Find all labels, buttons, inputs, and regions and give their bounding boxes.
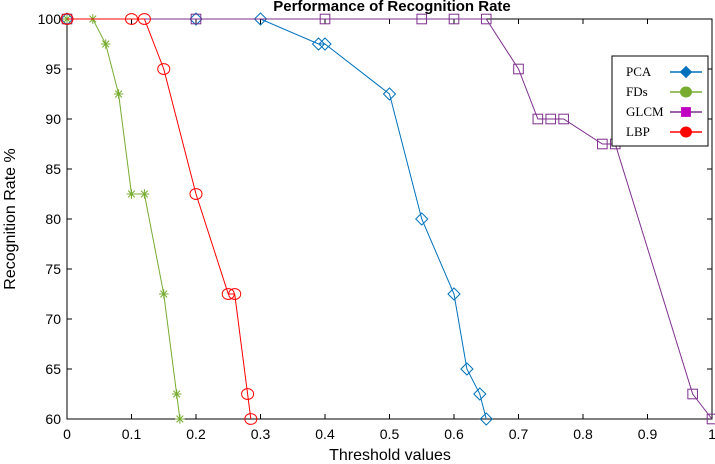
- data-point-fds: [126, 189, 137, 199]
- y-tick-label: 65: [45, 361, 61, 377]
- data-point-lbp: [125, 13, 138, 25]
- data-point-pca: [447, 287, 461, 301]
- y-axis: 60 65 70 75 80 85 90 95 100: [38, 11, 712, 427]
- data-point-glcm: [190, 13, 202, 25]
- data-point-glcm: [416, 13, 428, 25]
- legend-label: FDs: [626, 84, 648, 99]
- legend-box: [611, 55, 709, 147]
- x-tick-label: 0.5: [380, 426, 400, 442]
- y-axis-label: Recognition Rate %: [2, 148, 19, 289]
- data-point-fds: [175, 414, 185, 424]
- y-tick-label: 85: [45, 161, 61, 177]
- data-point-pca: [415, 212, 429, 226]
- y-tick-label: 95: [45, 61, 61, 77]
- data-point-pca: [318, 37, 332, 51]
- plot-area: [66, 18, 713, 420]
- data-point-glcm: [532, 113, 544, 125]
- chart-title: Performance of Recognition Rate: [273, 0, 511, 15]
- x-tick-label: 0.6: [444, 426, 464, 442]
- data-point-glcm: [319, 13, 331, 25]
- y-tick-label: 100: [38, 11, 62, 27]
- data-point-glcm: [545, 113, 557, 125]
- data-point-fds: [100, 39, 111, 49]
- x-tick-label: 0.8: [573, 426, 593, 442]
- data-point-lbp: [241, 388, 255, 400]
- y-tick-label: 80: [45, 211, 61, 227]
- data-point-lbp: [228, 288, 242, 300]
- legend-label: PCA: [626, 64, 652, 79]
- data-point-fds: [171, 389, 182, 399]
- data-point-glcm: [480, 13, 492, 25]
- data-point-fds: [113, 89, 124, 99]
- x-axis: 0 0.1 0.2 0.3 0.4 0.5 0.6 0.7 0.8 0.9 1: [63, 19, 715, 442]
- x-tick-label: 0.7: [509, 426, 529, 442]
- series-line-lbp: [67, 18, 252, 420]
- y-tick-label: 90: [45, 111, 61, 127]
- legend-label: GLCM: [626, 104, 664, 119]
- series-lbp: [60, 13, 258, 425]
- x-tick-label: 0.3: [251, 426, 271, 442]
- y-tick-label: 70: [45, 311, 61, 327]
- data-point-pca: [189, 12, 203, 26]
- data-point-pca: [311, 37, 326, 51]
- data-point-pca: [473, 387, 487, 401]
- data-point-lbp: [60, 13, 74, 25]
- data-point-lbp: [137, 13, 151, 25]
- data-point-glcm: [687, 388, 698, 400]
- legend-marker: [679, 65, 693, 79]
- x-tick-label: 0.2: [186, 426, 206, 442]
- data-point-glcm: [513, 63, 524, 75]
- legend-marker: [680, 126, 692, 138]
- x-tick-label: 0.1: [122, 426, 142, 442]
- legend-marker: [681, 107, 691, 117]
- data-point-fds: [158, 289, 169, 299]
- data-point-lbp: [244, 413, 258, 425]
- data-point-pca: [253, 12, 268, 26]
- data-point-pca: [382, 87, 397, 101]
- x-tick-label: 0.9: [638, 426, 658, 442]
- data-point-glcm: [706, 413, 715, 425]
- x-axis-label: Threshold values: [329, 447, 451, 464]
- series-fds: [62, 14, 185, 424]
- data-point-lbp: [157, 63, 171, 75]
- data-point-lbp: [221, 288, 235, 300]
- data-point-pca: [460, 362, 474, 376]
- x-tick-label: 0.4: [315, 426, 335, 442]
- data-point-glcm: [448, 13, 460, 25]
- y-tick-label: 75: [45, 261, 61, 277]
- legend: PCA FDs GLCM LBP: [611, 55, 709, 147]
- x-tick-label: 1: [708, 426, 715, 442]
- data-point-lbp: [189, 188, 203, 200]
- data-point-glcm: [558, 113, 569, 125]
- data-point-fds: [139, 189, 150, 199]
- data-point-pca: [60, 12, 74, 26]
- y-tick-label: 60: [45, 411, 61, 427]
- x-tick-label: 0: [63, 426, 71, 442]
- legend-label: LBP: [626, 124, 650, 139]
- legend-marker: [680, 86, 692, 98]
- data-point-pca: [479, 412, 493, 426]
- data-point-glcm: [597, 138, 608, 150]
